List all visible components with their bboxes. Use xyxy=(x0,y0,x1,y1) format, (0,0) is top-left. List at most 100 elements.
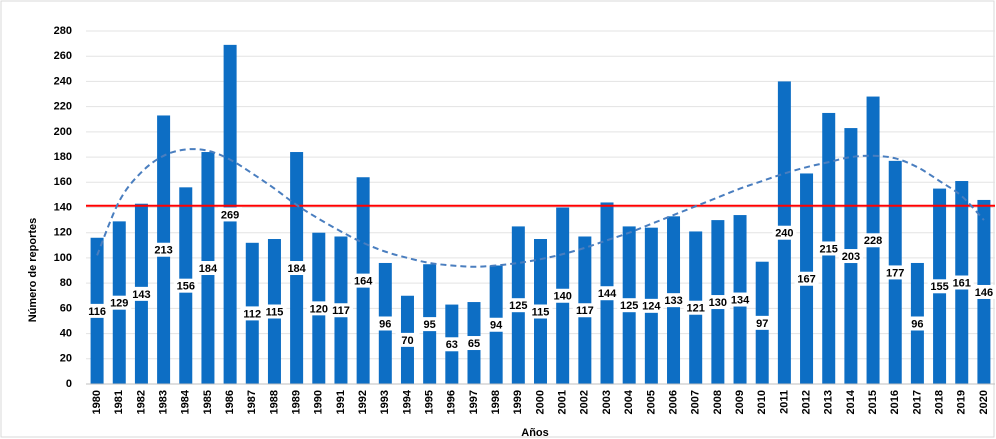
data-label: 125 xyxy=(620,300,638,312)
data-label: 155 xyxy=(930,281,948,293)
data-label-box xyxy=(728,292,753,307)
data-label: 161 xyxy=(953,277,971,289)
x-tick-label: 2017 xyxy=(911,390,923,414)
data-label-box xyxy=(949,275,974,290)
x-tick-label: 1989 xyxy=(291,390,303,414)
y-tick-label: 60 xyxy=(60,302,72,314)
data-label-box xyxy=(528,304,553,319)
data-label-box xyxy=(240,306,265,321)
data-label: 140 xyxy=(553,291,571,303)
data-label: 156 xyxy=(177,281,195,293)
x-tick-label: 1988 xyxy=(268,390,280,414)
data-label: 177 xyxy=(886,267,904,279)
data-label: 65 xyxy=(468,338,480,350)
data-label-box xyxy=(262,304,287,319)
data-label: 70 xyxy=(401,335,413,347)
data-label: 117 xyxy=(332,305,350,317)
x-tick-label: 1984 xyxy=(180,389,192,414)
data-label: 203 xyxy=(842,251,860,263)
data-label: 228 xyxy=(864,235,882,247)
data-label-box xyxy=(306,301,331,316)
x-tick-label: 1986 xyxy=(224,390,236,414)
data-label: 94 xyxy=(490,320,503,332)
data-label: 116 xyxy=(88,306,106,318)
data-label-box xyxy=(661,293,686,308)
data-label-box xyxy=(373,316,398,331)
x-tick-label: 1997 xyxy=(468,390,480,414)
x-tick-label: 1991 xyxy=(335,390,347,414)
x-tick-label: 1995 xyxy=(424,390,436,414)
data-label-box xyxy=(683,300,708,315)
data-label: 112 xyxy=(243,308,261,320)
data-label: 146 xyxy=(975,287,993,299)
data-label: 215 xyxy=(820,243,838,255)
x-tick-label: 1987 xyxy=(246,390,258,414)
data-label-box xyxy=(971,284,996,299)
x-tick-label: 2011 xyxy=(778,390,790,414)
data-label-box xyxy=(572,303,597,318)
x-tick-label: 2020 xyxy=(978,390,990,414)
data-label-box xyxy=(617,298,642,313)
y-tick-label: 180 xyxy=(54,151,72,163)
y-tick-label: 100 xyxy=(54,252,72,264)
data-label-box xyxy=(905,316,930,331)
x-tick-label: 2005 xyxy=(645,390,657,414)
data-label: 269 xyxy=(221,209,239,221)
x-tick-label: 1999 xyxy=(512,390,524,414)
x-tick-label: 2015 xyxy=(867,390,879,414)
data-label-box xyxy=(218,207,243,222)
x-tick-label: 1983 xyxy=(158,390,170,414)
x-tick-label: 2018 xyxy=(933,390,945,414)
data-label-box xyxy=(506,298,531,313)
data-label-box xyxy=(750,315,775,330)
y-axis-label: Número de reportes xyxy=(27,218,39,323)
data-label-box xyxy=(195,261,220,276)
data-label: 95 xyxy=(424,319,436,331)
data-label-box xyxy=(151,242,176,257)
x-tick-label: 1981 xyxy=(113,390,125,414)
data-label-box xyxy=(883,265,908,280)
data-label: 120 xyxy=(310,303,328,315)
x-tick-label: 2006 xyxy=(667,390,679,414)
data-label: 133 xyxy=(664,295,682,307)
data-label: 129 xyxy=(110,298,128,310)
x-tick-label: 1985 xyxy=(202,390,214,414)
x-tick-label: 1990 xyxy=(313,390,325,414)
data-label: 115 xyxy=(532,306,550,318)
data-label: 134 xyxy=(731,294,750,306)
data-label-box xyxy=(461,336,486,351)
data-label-box xyxy=(129,286,154,301)
data-label: 96 xyxy=(379,318,391,330)
data-label-box xyxy=(351,273,376,288)
x-tick-label: 2000 xyxy=(534,390,546,414)
x-tick-label: 1994 xyxy=(401,389,413,414)
data-label-box xyxy=(173,278,198,293)
data-label-box xyxy=(838,249,863,264)
data-label-box xyxy=(328,303,353,318)
x-tick-label: 2002 xyxy=(579,390,591,414)
x-tick-label: 2001 xyxy=(557,390,569,414)
y-tick-label: 260 xyxy=(54,50,72,62)
data-label-box xyxy=(484,317,509,332)
x-tick-label: 2016 xyxy=(889,390,901,414)
data-label: 130 xyxy=(709,297,727,309)
data-label: 96 xyxy=(911,318,923,330)
data-label: 213 xyxy=(154,245,172,257)
y-tick-label: 160 xyxy=(54,176,72,188)
x-axis-label: Años xyxy=(521,427,549,439)
y-tick-label: 140 xyxy=(54,201,72,213)
data-label-box xyxy=(595,286,620,301)
data-label-box xyxy=(927,279,952,294)
x-tick-label: 2003 xyxy=(601,390,613,414)
y-tick-label: 220 xyxy=(54,101,72,113)
data-label: 184 xyxy=(199,263,218,275)
data-label: 115 xyxy=(266,306,284,318)
y-tick-label: 200 xyxy=(54,126,72,138)
x-tick-label: 1996 xyxy=(446,390,458,414)
data-label-box xyxy=(395,332,420,347)
data-label-box xyxy=(639,298,664,313)
x-tick-label: 1982 xyxy=(135,390,147,414)
data-label-box xyxy=(705,295,730,310)
data-label: 121 xyxy=(687,303,705,315)
